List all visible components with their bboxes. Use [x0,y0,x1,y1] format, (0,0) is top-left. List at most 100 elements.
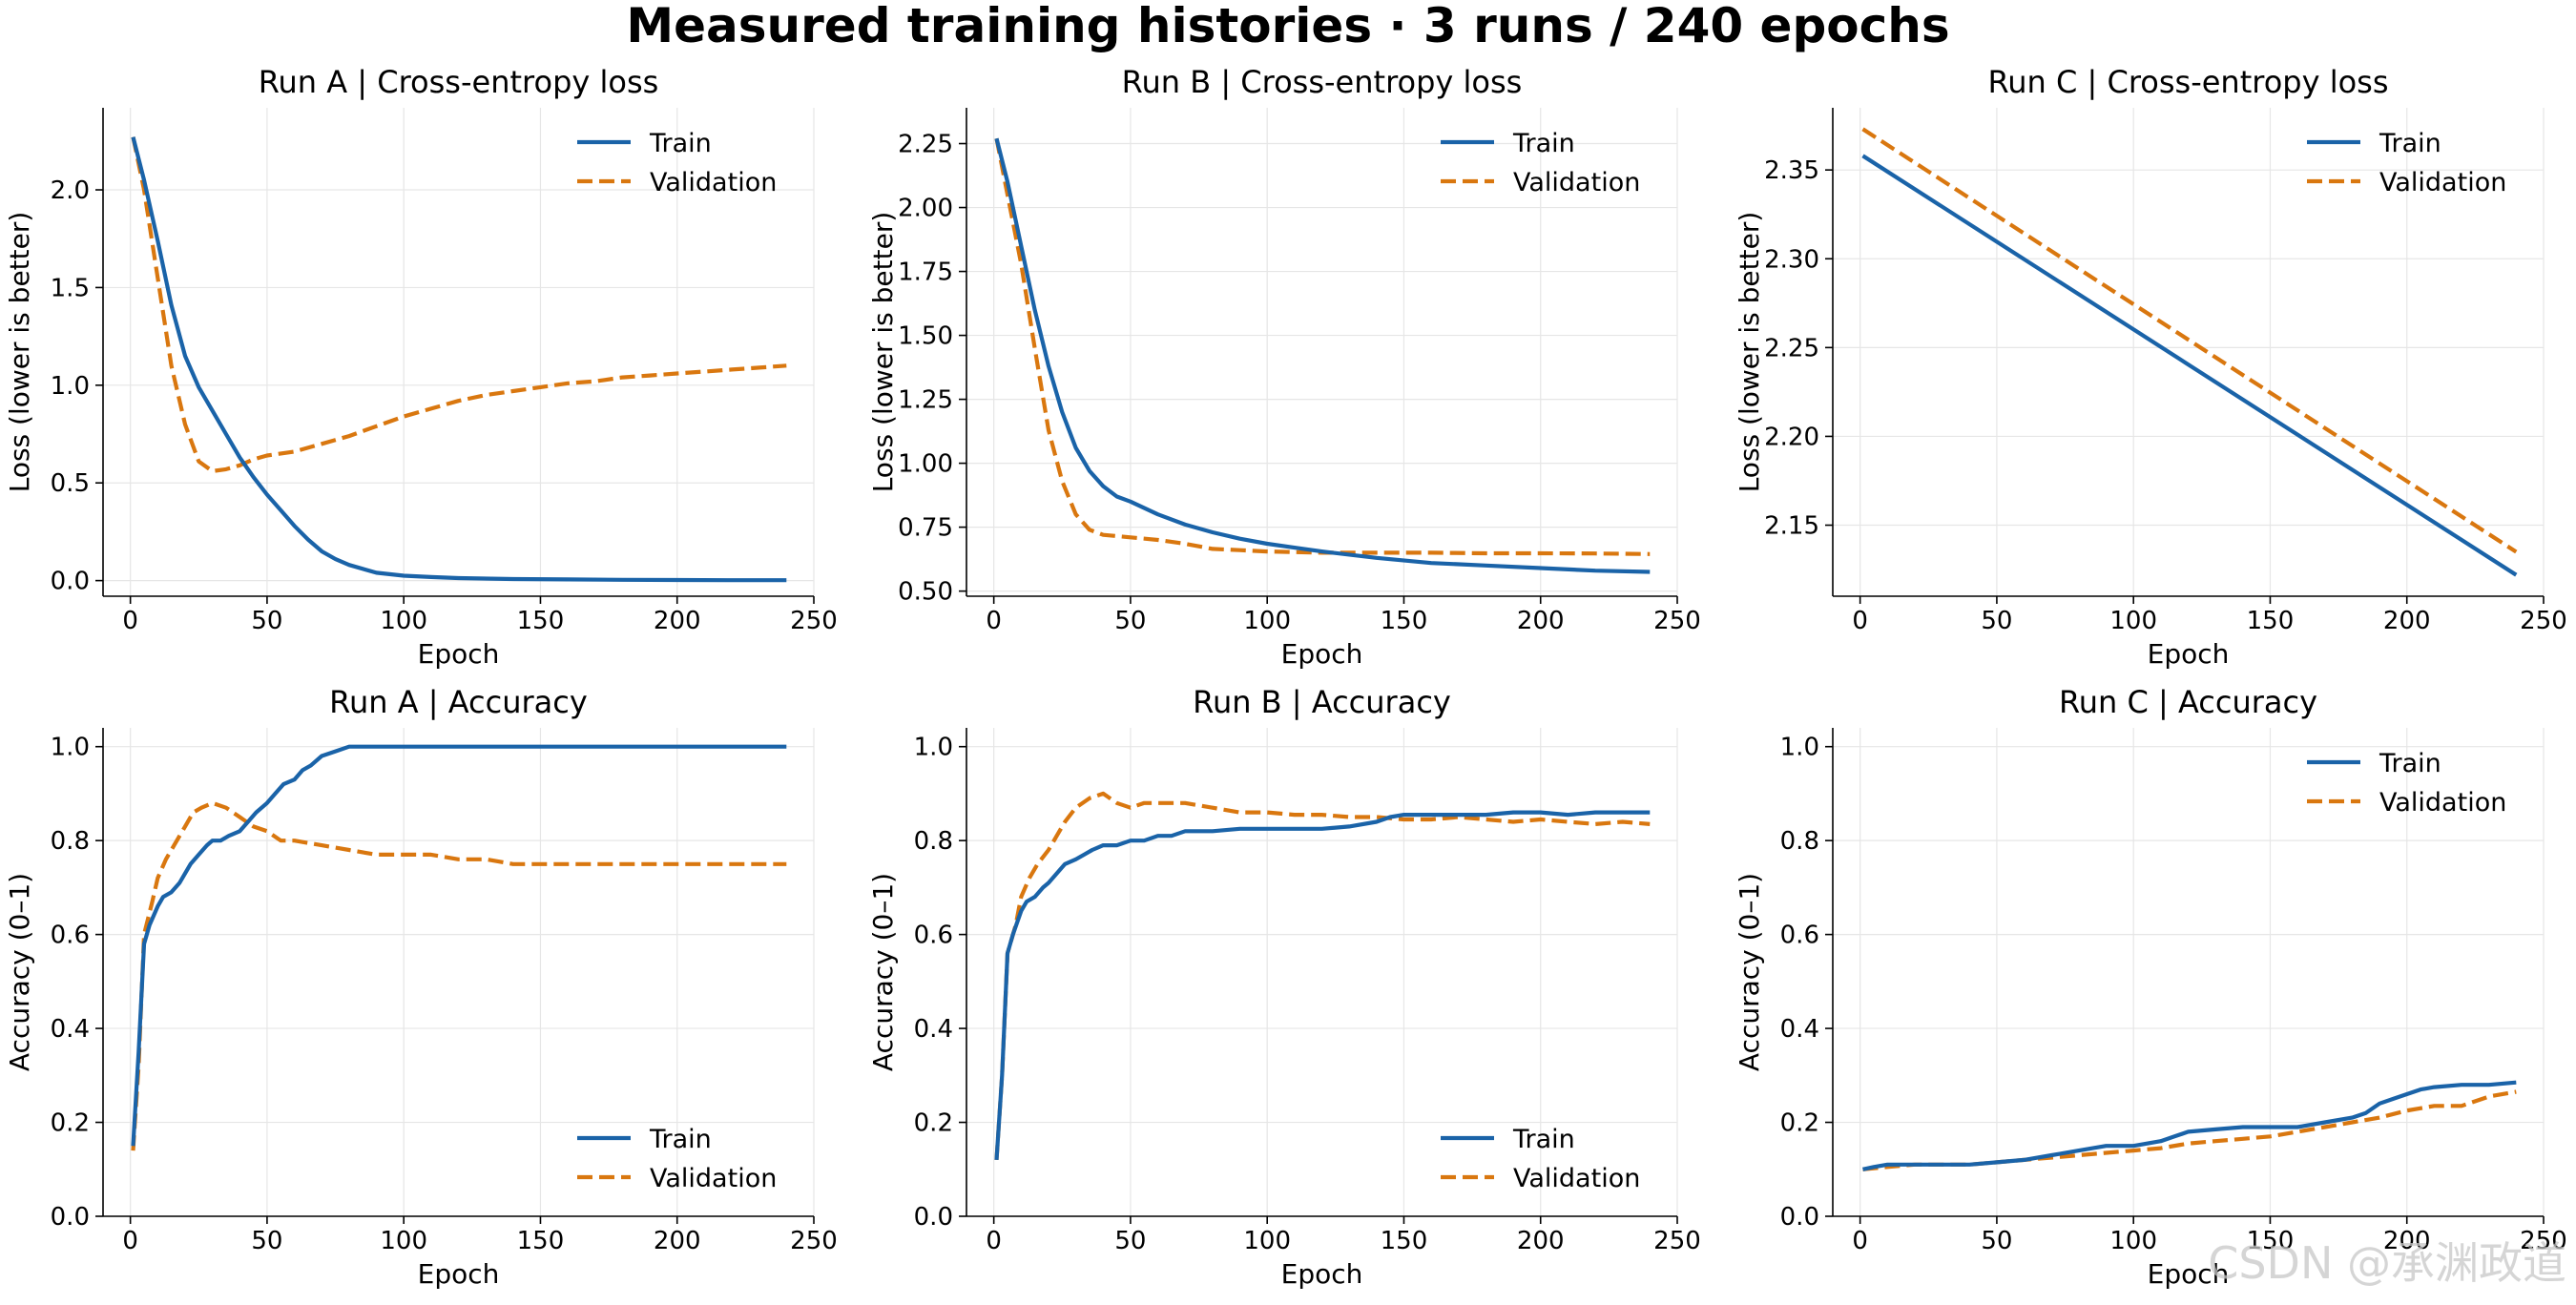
y-axis-label: Accuracy (0–1) [1734,873,1765,1071]
series-line-validation [994,137,1651,556]
x-axis-label: Epoch [2148,1258,2230,1290]
y-tick-label: 0.4 [914,1015,953,1044]
y-tick-label: 2.30 [1764,245,1819,274]
y-tick-label: 0.4 [1780,1015,1819,1044]
series-line-train [1862,1080,2517,1171]
legend-label-validation: Validation [1513,168,1640,197]
y-tick-label: 0.75 [898,514,953,543]
y-tick-label: 1.50 [898,322,953,351]
x-tick-label: 0 [122,1227,138,1255]
x-tick-label: 150 [1381,607,1428,635]
x-tick-label: 200 [2383,1227,2431,1255]
x-tick-label: 200 [1517,1227,1565,1255]
x-tick-label: 150 [2247,607,2295,635]
y-tick-label: 0.2 [1780,1109,1819,1138]
y-tick-label: 1.0 [51,734,90,762]
legend-label-validation: Validation [650,168,777,197]
panel-2: 0 50 100 150 200 250 0.50 0.75 1.00 1.25 1.50 1.75 2… [867,64,1701,670]
x-tick-label: 250 [1653,1227,1701,1255]
x-tick-label: 200 [1517,607,1565,635]
x-tick-label: 100 [2109,1227,2157,1255]
y-tick-label: 2.20 [1764,423,1819,451]
x-tick-label: 0 [1852,607,1868,635]
x-tick-label: 0 [1852,1227,1868,1255]
legend-label-validation: Validation [1513,1164,1640,1193]
series-line-validation [131,800,787,1151]
x-tick-label: 100 [380,1227,427,1255]
legend-label-train: Train [649,129,712,158]
panels: 0 50 100 150 200 250 0.0 0.5 1.0 1.5 2.0 Run A | Cr… [4,64,2567,1290]
x-tick-label: 150 [517,607,565,635]
x-tick-label: 150 [1381,1227,1428,1255]
y-tick-label: 1.75 [898,259,953,287]
panel-3: 0 50 100 150 200 250 2.15 2.20 2.25 2.30 2.35 Run C… [1734,64,2567,670]
series-line-train [131,136,787,583]
series-line-train [994,810,1651,1161]
series-line-train [131,744,787,1147]
series-line-validation [994,791,1651,1161]
x-tick-label: 250 [2520,607,2567,635]
panel-title: Run A | Accuracy [329,684,588,720]
y-axis-label: Accuracy (0–1) [4,873,35,1071]
x-axis-label: Epoch [1281,1258,1363,1290]
y-tick-label: 0.6 [51,922,90,950]
series-line-validation [131,136,787,473]
panel-title: Run C | Accuracy [2059,684,2317,720]
y-tick-label: 1.0 [51,372,90,401]
legend-label-train: Train [649,1125,712,1154]
legend-label-train: Train [1512,1125,1575,1154]
y-tick-label: 0.8 [1780,827,1819,856]
y-axis-label: Loss (lower is better) [867,212,899,493]
legend-label-validation: Validation [2379,168,2506,197]
y-tick-label: 1.25 [898,386,953,415]
y-tick-label: 2.15 [1764,512,1819,541]
y-tick-label: 1.00 [898,450,953,479]
y-tick-label: 0.0 [914,1203,953,1232]
x-axis-label: Epoch [418,638,500,670]
y-tick-label: 0.2 [51,1109,90,1138]
panel-title: Run A | Cross-entropy loss [259,64,659,100]
panel-4: 0 50 100 150 200 250 0.0 0.2 0.4 0.6 0.8 1.0 Run A |… [4,684,838,1290]
x-tick-label: 100 [1243,607,1291,635]
x-tick-label: 0 [986,607,1002,635]
y-tick-label: 0.6 [1780,922,1819,950]
legend-label-train: Train [2379,129,2441,158]
y-tick-label: 0.8 [914,827,953,856]
x-tick-label: 150 [517,1227,565,1255]
y-tick-label: 0.0 [1780,1203,1819,1232]
y-tick-label: 0.4 [51,1015,90,1044]
y-tick-label: 2.35 [1764,156,1819,185]
y-tick-label: 0.0 [51,568,90,596]
panel-title: Run C | Cross-entropy loss [1987,64,2388,100]
panel-title: Run B | Accuracy [1193,684,1451,720]
y-tick-label: 1.5 [51,274,90,302]
y-tick-label: 0.8 [51,827,90,856]
x-tick-label: 100 [1243,1227,1291,1255]
series-line-train [1861,154,2518,577]
y-tick-label: 2.25 [1764,334,1819,362]
x-tick-label: 100 [380,607,427,635]
x-tick-label: 250 [790,1227,838,1255]
x-tick-label: 50 [251,607,282,635]
figure-title: Measured training histories · 3 runs / 2… [626,0,1949,53]
x-tick-label: 100 [2109,607,2157,635]
panel-title: Run B | Cross-entropy loss [1122,64,1523,100]
x-tick-label: 50 [1981,607,2012,635]
y-axis-label: Loss (lower is better) [4,212,35,493]
y-tick-label: 1.0 [1780,734,1819,762]
x-tick-label: 0 [986,1227,1002,1255]
x-tick-label: 250 [790,607,838,635]
x-tick-label: 50 [1981,1227,2012,1255]
x-tick-label: 200 [2383,607,2431,635]
x-tick-label: 200 [654,1227,701,1255]
y-tick-label: 2.0 [51,176,90,205]
x-tick-label: 150 [2247,1227,2295,1255]
x-tick-label: 50 [251,1227,282,1255]
x-axis-label: Epoch [418,1258,500,1290]
y-tick-label: 0.2 [914,1109,953,1138]
panel-1: 0 50 100 150 200 250 0.0 0.5 1.0 1.5 2.0 Run A | Cr… [4,64,838,670]
x-tick-label: 0 [122,607,138,635]
x-tick-label: 50 [1114,1227,1146,1255]
y-tick-label: 0.5 [51,469,90,498]
